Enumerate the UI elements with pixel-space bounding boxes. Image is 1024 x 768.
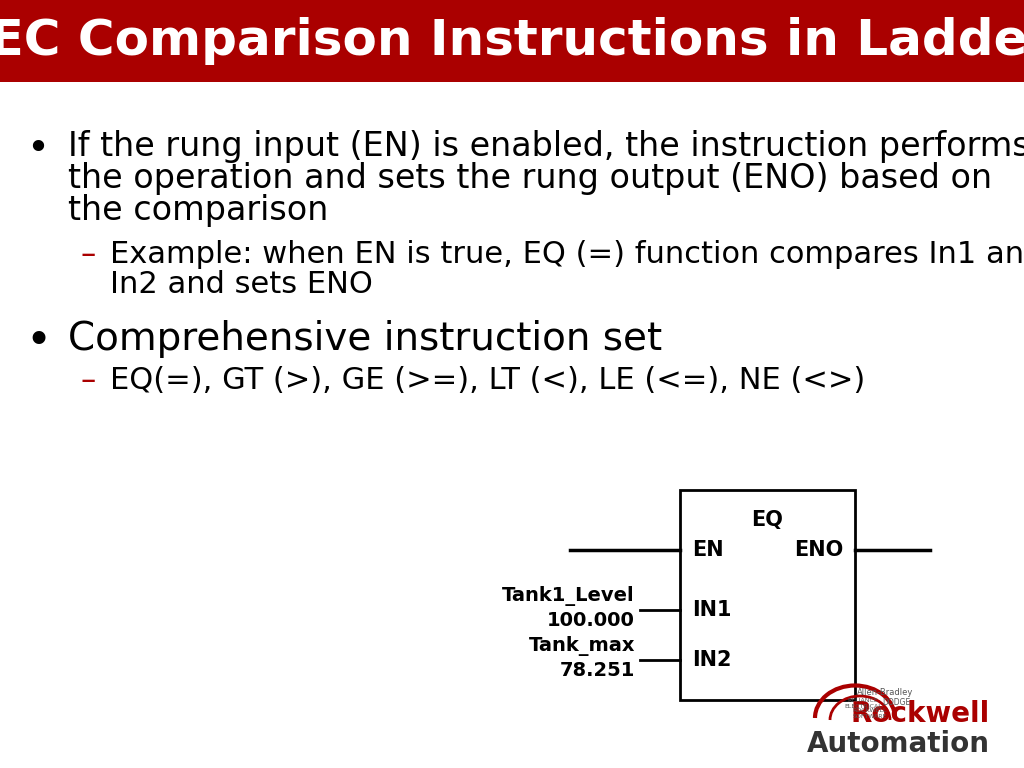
- Bar: [0, 0, 1024, 82]
- Text: In2 and sets ENO: In2 and sets ENO: [110, 270, 373, 299]
- Text: If the rung input (EN) is enabled, the instruction performs: If the rung input (EN) is enabled, the i…: [68, 130, 1024, 163]
- Text: DODGE: DODGE: [882, 698, 910, 707]
- Bar: [680, 490, 855, 700]
- Text: –: –: [80, 240, 95, 269]
- Text: –: –: [80, 366, 95, 395]
- Text: Automation: Automation: [807, 730, 990, 758]
- Text: Tank_max: Tank_max: [528, 636, 635, 656]
- Text: the comparison: the comparison: [68, 194, 329, 227]
- Text: •: •: [25, 320, 51, 363]
- Text: EN: EN: [692, 540, 724, 560]
- Text: ENO: ENO: [794, 540, 843, 560]
- Text: Rockwell: Rockwell: [851, 700, 990, 728]
- Text: EQ(=), GT (>), GE (>=), LT (<), LE (<=), NE (<>): EQ(=), GT (>), GE (>=), LT (<), LE (<=),…: [110, 366, 865, 395]
- Text: IEC Comparison Instructions in Ladder: IEC Comparison Instructions in Ladder: [0, 17, 1024, 65]
- Text: RELIANCE
ELECTRICAL: RELIANCE ELECTRICAL: [844, 698, 882, 709]
- Text: IN1: IN1: [692, 600, 731, 620]
- Text: •: •: [27, 130, 49, 168]
- Text: 100.000: 100.000: [547, 611, 635, 630]
- Text: Comprehensive instruction set: Comprehensive instruction set: [68, 320, 663, 358]
- Text: ROCKWELL
SOFTWARE: ROCKWELL SOFTWARE: [853, 708, 887, 719]
- Text: Example: when EN is true, EQ (=) function compares In1 and to: Example: when EN is true, EQ (=) functio…: [110, 240, 1024, 269]
- Text: the operation and sets the rung output (ENO) based on: the operation and sets the rung output (…: [68, 162, 992, 195]
- Text: IN2: IN2: [692, 650, 731, 670]
- Text: Tank1_Level: Tank1_Level: [503, 586, 635, 606]
- Text: Allen-Bradley: Allen-Bradley: [857, 688, 913, 697]
- Text: EQ: EQ: [752, 510, 783, 530]
- Text: 78.251: 78.251: [560, 660, 635, 680]
